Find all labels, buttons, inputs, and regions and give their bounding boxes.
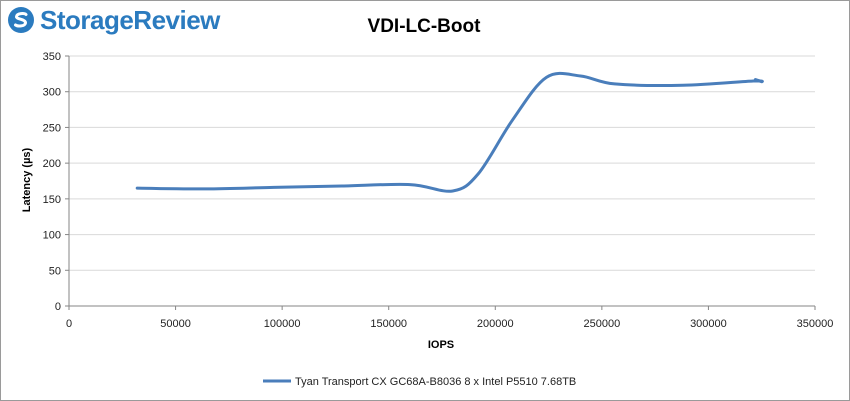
- x-tick-label: 200000: [477, 318, 514, 330]
- logo-text: StorageReview: [40, 4, 220, 35]
- y-tick-label: 50: [49, 265, 61, 277]
- series-lines: [135, 71, 764, 193]
- x-tick-label: 100000: [264, 318, 301, 330]
- x-tick-label: 150000: [370, 318, 407, 330]
- y-tick-label: 200: [43, 158, 61, 170]
- y-tick-label: 150: [43, 194, 61, 206]
- y-tick-label: 100: [43, 230, 61, 242]
- chart-title: VDI-LC-Boot: [368, 16, 482, 37]
- y-tick-label: 0: [55, 301, 61, 313]
- x-tick-label: 0: [66, 318, 72, 330]
- legend-label: Tyan Transport CX GC68A-B8036 8 x Intel …: [295, 376, 576, 388]
- y-tick-label: 300: [43, 87, 61, 99]
- y-tick-label: 250: [43, 122, 61, 134]
- series-line-0: [135, 71, 764, 193]
- y-tick-labels: 0 50 100 150 200 250 300 350: [43, 51, 61, 313]
- x-tick-label: 350000: [797, 318, 834, 330]
- x-tick-label: 50000: [160, 318, 191, 330]
- storagereview-logo: StorageReview: [7, 4, 220, 35]
- x-tick-labels: 0 50000 100000 150000 200000 250000 300000 3500…: [66, 318, 833, 330]
- x-axis-label: IOPS: [428, 339, 454, 351]
- x-tick-label: 250000: [583, 318, 620, 330]
- x-tick-label: 300000: [690, 318, 727, 330]
- grid: [65, 55, 816, 310]
- storagereview-logo-icon: [8, 7, 34, 33]
- y-axis-label: Latency (µs): [21, 147, 33, 212]
- y-tick-label: 350: [43, 51, 61, 63]
- legend: Tyan Transport CX GC68A-B8036 8 x Intel …: [263, 376, 576, 388]
